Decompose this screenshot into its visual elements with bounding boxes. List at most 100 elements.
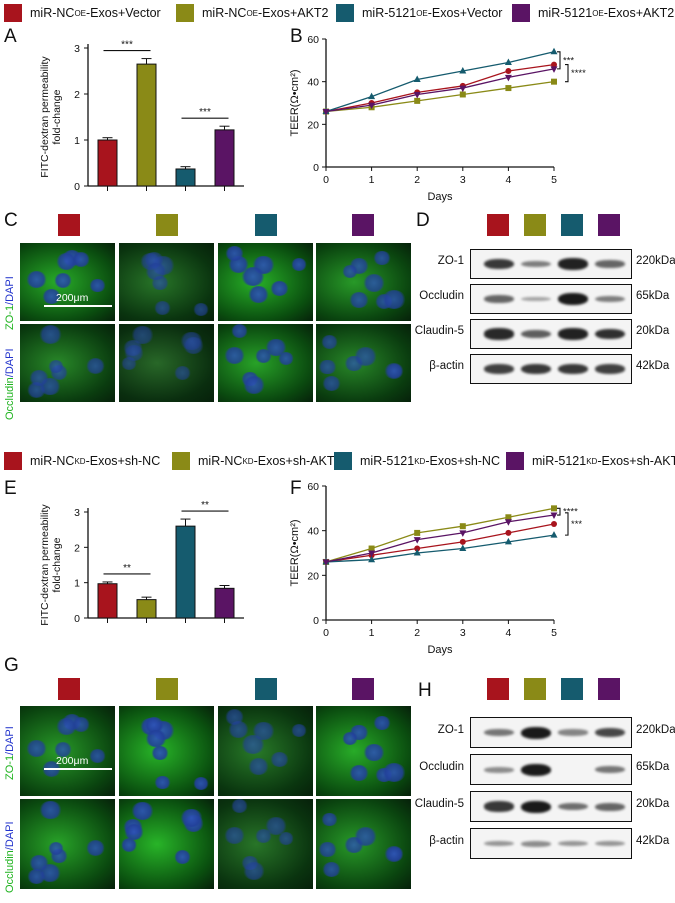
legend-swatch bbox=[336, 4, 354, 22]
significance-label: ** bbox=[201, 500, 209, 511]
x-axis-label: Days bbox=[427, 191, 453, 203]
bar bbox=[175, 168, 196, 187]
cell-nucleus bbox=[321, 376, 341, 392]
cell-nucleus bbox=[321, 812, 338, 826]
blot-strip bbox=[470, 717, 632, 748]
cell-nucleus bbox=[173, 849, 192, 864]
data-point bbox=[504, 58, 512, 65]
legend-sup: OE bbox=[246, 8, 258, 18]
data-point bbox=[368, 102, 376, 110]
x-tick-label: 0 bbox=[323, 627, 329, 639]
cell-nucleus bbox=[180, 332, 203, 351]
cell-nucleus bbox=[382, 289, 406, 309]
bar bbox=[214, 129, 235, 187]
chart-f: 0 20 40 60 0 1 2 3 4 5 Days TEER(Ω•cm²) ******* bbox=[289, 481, 582, 656]
cell-nucleus bbox=[242, 862, 265, 880]
cell-nucleus bbox=[269, 751, 289, 768]
data-point bbox=[413, 537, 421, 544]
cell-nucleus bbox=[224, 709, 245, 726]
y-tick-label: 1 bbox=[74, 578, 80, 590]
legend-swatch bbox=[512, 4, 530, 22]
micrograph-image bbox=[316, 324, 411, 402]
cell-nucleus bbox=[348, 291, 369, 308]
significance-bracket bbox=[557, 51, 561, 70]
cell-nucleus bbox=[88, 279, 106, 293]
bar bbox=[175, 525, 196, 619]
series-line bbox=[325, 534, 555, 563]
cell-nucleus bbox=[192, 302, 210, 316]
y-tick-label: 3 bbox=[74, 507, 80, 519]
blot-protein-label: ZO-1 bbox=[437, 255, 464, 267]
y-tick-label: 0 bbox=[74, 613, 80, 625]
lane-square-purple bbox=[598, 678, 620, 700]
group-square-teal bbox=[255, 214, 277, 236]
lane-square-teal bbox=[561, 678, 583, 700]
x-tick-label: 5 bbox=[551, 627, 557, 639]
cell-nucleus bbox=[56, 718, 77, 735]
cell-nucleus bbox=[54, 742, 73, 757]
scale-bar-label: 200μm bbox=[56, 292, 89, 304]
data-point bbox=[368, 92, 376, 100]
blot-band bbox=[484, 840, 514, 847]
panel-label-f: F bbox=[290, 478, 302, 499]
data-point bbox=[368, 555, 376, 563]
data-point bbox=[322, 109, 330, 116]
stain-blue: /DAPI bbox=[4, 348, 16, 378]
blot-band bbox=[521, 260, 551, 268]
group-square-olive bbox=[156, 214, 178, 236]
cell-nucleus bbox=[277, 351, 294, 365]
micrograph-image bbox=[119, 799, 214, 889]
significance-bracket bbox=[565, 512, 569, 536]
data-point bbox=[459, 67, 467, 74]
panel-label-b: B bbox=[290, 26, 303, 47]
data-point bbox=[459, 85, 467, 93]
stain-green: ZO-1 bbox=[4, 754, 16, 780]
legend-bottom: miR-NC KD -Exos+sh-NC miR-NC KD -Exos+sh-AKT… bbox=[0, 450, 675, 472]
x-tick-label: 1 bbox=[369, 174, 375, 186]
stain-blue: /DAPI bbox=[4, 821, 16, 851]
y-tick-label: 2 bbox=[74, 542, 80, 554]
blot-band bbox=[595, 727, 625, 738]
chart-a: 0 1 2 3 FITC-dextran permeability fold-change… bbox=[39, 40, 244, 193]
data-point bbox=[551, 505, 557, 512]
y-tick-label: 0 bbox=[313, 162, 319, 174]
micrograph-image bbox=[20, 243, 115, 321]
blot-band bbox=[558, 840, 588, 847]
blot-strip bbox=[470, 354, 632, 384]
cell-nucleus bbox=[120, 838, 138, 852]
legend-swatch bbox=[172, 452, 190, 470]
stain-green: Occludin bbox=[4, 377, 16, 420]
stain-blue: /DAPI bbox=[4, 276, 16, 305]
cell-nucleus bbox=[224, 346, 246, 364]
legend-item: miR-NC OE -Exos+Vector bbox=[4, 2, 161, 24]
legend-sup: KD bbox=[242, 456, 254, 466]
y-tick-label: 0 bbox=[74, 181, 80, 193]
series-line bbox=[325, 523, 555, 563]
cell-nucleus bbox=[230, 799, 248, 813]
cell-nucleus bbox=[228, 721, 250, 739]
cell-nucleus bbox=[26, 868, 47, 885]
data-point bbox=[505, 68, 512, 74]
data-point bbox=[413, 91, 421, 99]
cell-nucleus bbox=[131, 801, 154, 820]
x-tick-label: 2 bbox=[414, 627, 420, 639]
cell-nucleus bbox=[318, 359, 337, 375]
bar bbox=[97, 583, 118, 619]
scale-bar bbox=[44, 305, 112, 307]
cell-nucleus bbox=[48, 842, 65, 856]
y-axis-label: TEER(Ω•cm²) bbox=[289, 519, 301, 586]
data-point bbox=[459, 91, 466, 98]
legend-item: miR-NC KD -Exos+sh-NC bbox=[4, 450, 160, 472]
blot-band bbox=[521, 329, 551, 339]
blot-band bbox=[595, 295, 625, 303]
micrograph-image bbox=[316, 799, 411, 889]
micrograph-image bbox=[20, 706, 115, 796]
cell-nucleus bbox=[318, 841, 337, 857]
cell-nucleus bbox=[290, 723, 308, 737]
y-axis-label: TEER(Ω•cm²) bbox=[289, 69, 301, 136]
data-point bbox=[504, 537, 512, 545]
blot-band bbox=[521, 726, 551, 739]
cell-nucleus bbox=[123, 823, 144, 840]
blot-band bbox=[558, 802, 588, 811]
